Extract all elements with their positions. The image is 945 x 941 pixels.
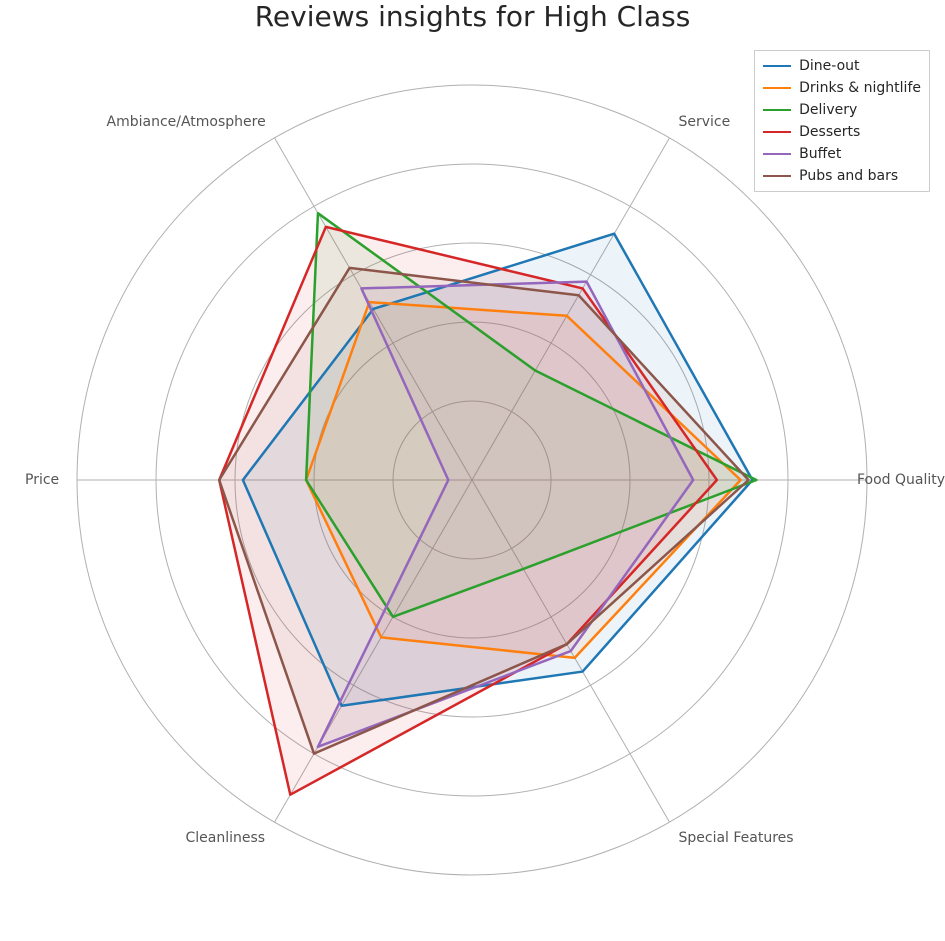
radar-chart	[62, 70, 882, 890]
axis-label: Price	[25, 472, 59, 488]
legend-item: Pubs and bars	[763, 165, 921, 187]
axis-label: Special Features	[679, 830, 794, 846]
legend-item: Dine-out	[763, 55, 921, 77]
legend-label: Drinks & nightlife	[799, 80, 921, 96]
legend-swatch	[763, 175, 791, 177]
legend-swatch	[763, 109, 791, 111]
legend: Dine-out Drinks & nightlife Delivery Desser…	[754, 50, 930, 192]
legend-swatch	[763, 131, 791, 133]
legend-swatch	[763, 87, 791, 89]
legend-item: Drinks & nightlife	[763, 77, 921, 99]
legend-label: Desserts	[799, 124, 860, 140]
legend-swatch	[763, 153, 791, 155]
legend-swatch	[763, 65, 791, 67]
legend-label: Buffet	[799, 146, 841, 162]
axis-label: Food Quality	[857, 472, 945, 488]
legend-item: Buffet	[763, 143, 921, 165]
chart-title: Reviews insights for High Class	[0, 0, 945, 33]
legend-label: Dine-out	[799, 58, 859, 74]
axis-label: Cleanliness	[186, 830, 266, 846]
legend-item: Delivery	[763, 99, 921, 121]
legend-item: Desserts	[763, 121, 921, 143]
axis-label: Service	[679, 114, 731, 130]
legend-label: Pubs and bars	[799, 168, 898, 184]
axis-label: Ambiance/Atmosphere	[107, 114, 266, 130]
legend-label: Delivery	[799, 102, 857, 118]
